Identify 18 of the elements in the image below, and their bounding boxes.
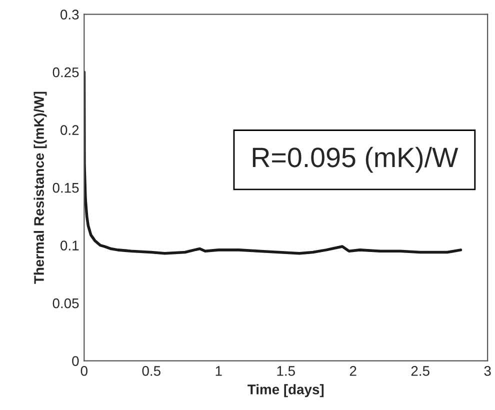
x-tick-label: 0 [80, 366, 88, 376]
y-tick-label: 0.25 [52, 67, 79, 78]
y-tick-label: 0.05 [52, 298, 79, 308]
y-axis-title: Thermal Resistance [(mK)/W] [34, 92, 47, 284]
y-tick-label: 0.2 [60, 125, 79, 136]
x-tick-label: 2.5 [411, 366, 430, 376]
x-tick-label: 1 [216, 366, 222, 376]
y-tick-label: 0 [72, 356, 79, 366]
x-axis-title: Time [days] [248, 384, 324, 398]
y-tick-label: 0.3 [60, 10, 79, 20]
line-series [84, 70, 462, 255]
x-tick-label: 0.5 [142, 366, 160, 376]
x-tick-label: 2 [350, 366, 356, 376]
x-tick-label: 1.5 [277, 366, 295, 376]
y-tick-label: 0.1 [60, 240, 79, 250]
annotation: R=0.095 (mK)/W [252, 146, 458, 173]
y-tick-label: 0.15 [52, 182, 79, 193]
x-tick-label: 3 [484, 366, 491, 376]
